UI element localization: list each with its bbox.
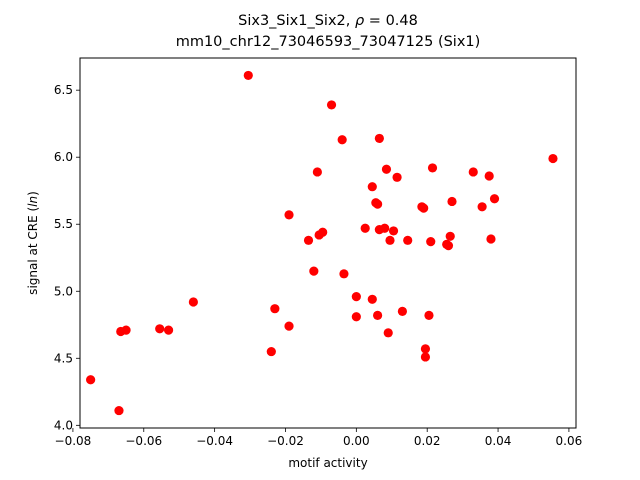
y-tick-label: 5.0 [54, 284, 73, 298]
data-point [303, 235, 314, 245]
data-point [420, 344, 431, 354]
data-point [351, 292, 361, 302]
data-point [383, 328, 393, 338]
x-tick-label: −0.06 [125, 434, 162, 448]
data-point [374, 133, 384, 144]
data-point [367, 182, 377, 192]
data-point [397, 306, 407, 316]
y-tick-label: 6.5 [54, 83, 73, 97]
data-point [489, 194, 500, 204]
data-point [367, 294, 377, 304]
data-point [486, 234, 496, 244]
y-axis: 4.0 4.5 5.0 5.5 6.0 6.5 [54, 83, 80, 432]
x-tick-label: −0.02 [267, 434, 304, 448]
data-point [312, 167, 322, 177]
data-point [447, 196, 457, 207]
x-tick-label: −0.04 [196, 434, 233, 448]
data-points [86, 70, 558, 416]
data-point [163, 325, 174, 335]
data-point [243, 70, 253, 81]
data-point [403, 235, 413, 245]
data-point [337, 135, 347, 145]
data-point [309, 266, 319, 276]
data-point [155, 324, 165, 334]
data-point [420, 352, 431, 362]
data-point [318, 227, 328, 237]
data-point [388, 226, 399, 236]
x-tick-label: 0.02 [414, 434, 441, 448]
chart-subtitle: mm10_chr12_73046593_73047125 (Six1) [175, 34, 481, 50]
data-point [360, 223, 370, 233]
data-point [381, 164, 392, 174]
y-tick-label: 5.5 [54, 217, 73, 231]
data-point [121, 325, 131, 335]
y-axis-label: signal at CRE (ln) [26, 191, 40, 295]
y-tick-label: 4.0 [54, 418, 73, 432]
x-axis: −0.08 −0.06 −0.04 −0.02 0.00 0.02 0.04 0.06 [55, 428, 583, 448]
data-point [427, 163, 438, 173]
x-tick-label: 0.04 [485, 434, 512, 448]
data-point [426, 237, 436, 247]
chart-title: Six3_Six1_Six2, ρ = 0.48 [238, 13, 418, 29]
data-point [373, 199, 383, 209]
data-point [392, 172, 402, 182]
y-tick-label: 6.0 [54, 150, 73, 164]
data-point [284, 210, 294, 220]
data-point [468, 167, 478, 177]
data-point [284, 321, 294, 331]
data-point [339, 269, 349, 279]
data-point [548, 153, 558, 164]
data-point [419, 203, 429, 213]
data-point [86, 375, 96, 385]
y-tick-label: 4.5 [54, 351, 73, 365]
x-tick-label: 0.00 [343, 434, 370, 448]
data-point [270, 304, 280, 314]
data-point [380, 223, 390, 233]
data-point [424, 310, 434, 320]
data-point [114, 405, 124, 416]
plot-frame [79, 57, 577, 429]
data-point [477, 202, 487, 212]
data-point [266, 346, 276, 357]
data-point [188, 297, 198, 307]
data-point [373, 310, 383, 320]
x-axis-label: motif activity [288, 456, 367, 470]
x-tick-label: −0.08 [55, 434, 92, 448]
data-point [445, 231, 455, 241]
data-point [385, 235, 395, 245]
data-point [326, 100, 337, 110]
data-point [484, 171, 494, 181]
x-tick-label: 0.06 [556, 434, 583, 448]
data-point [351, 312, 361, 322]
data-point [443, 241, 454, 251]
